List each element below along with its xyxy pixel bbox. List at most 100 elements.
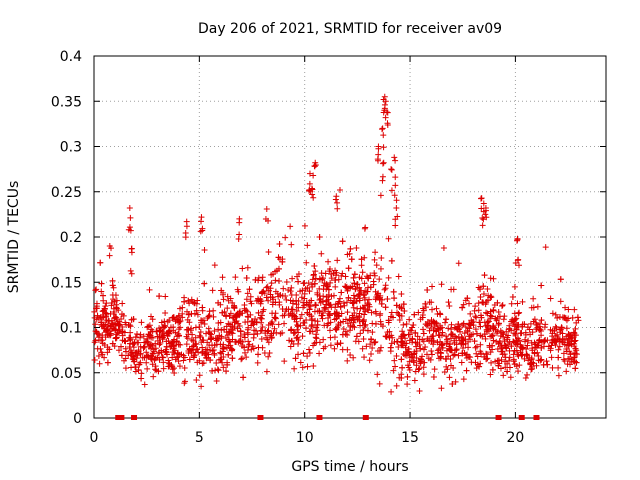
- data-point: [293, 335, 300, 342]
- data-point: [525, 337, 532, 344]
- data-point: [193, 346, 200, 353]
- data-point: [333, 326, 340, 333]
- data-point: [446, 374, 453, 381]
- data-point: [122, 355, 129, 362]
- data-point: [222, 312, 229, 319]
- data-point-peak: [392, 216, 399, 223]
- data-point-peak: [128, 270, 135, 277]
- data-point: [312, 268, 319, 275]
- data-point: [301, 302, 308, 309]
- data-point: [353, 298, 360, 305]
- data-point: [248, 300, 255, 307]
- data-point: [340, 325, 347, 332]
- data-point: [280, 285, 287, 292]
- data-point: [477, 341, 484, 348]
- data-point: [308, 313, 315, 320]
- data-point: [263, 284, 270, 291]
- data-point: [203, 330, 210, 337]
- data-point: [233, 314, 240, 321]
- data-point: [356, 313, 363, 320]
- data-point: [186, 300, 193, 307]
- data-point: [244, 290, 251, 297]
- data-point: [211, 328, 218, 335]
- data-point: [393, 353, 400, 360]
- data-point: [221, 326, 228, 333]
- data-point: [109, 282, 116, 289]
- data-point: [290, 330, 297, 337]
- y-tick-label: 0.15: [51, 275, 82, 291]
- data-point: [391, 338, 398, 345]
- data-point: [295, 304, 302, 311]
- data-point: [136, 361, 143, 368]
- data-point: [248, 318, 255, 325]
- data-point: [104, 359, 111, 366]
- data-point: [511, 347, 518, 354]
- data-point: [112, 335, 119, 342]
- data-point: [559, 330, 566, 337]
- data-point: [332, 325, 339, 332]
- data-point: [167, 324, 174, 331]
- data-point: [463, 367, 470, 374]
- data-point: [357, 322, 364, 329]
- data-point: [424, 286, 431, 293]
- data-point: [460, 320, 467, 327]
- data-point-peak: [482, 207, 489, 214]
- data-point: [127, 336, 134, 343]
- data-point: [306, 288, 313, 295]
- data-point: [229, 355, 236, 362]
- data-point: [442, 319, 449, 326]
- data-point: [357, 287, 364, 294]
- data-point: [462, 324, 469, 331]
- data-point: [206, 312, 213, 319]
- zero-value-mark: [131, 415, 138, 420]
- x-tick-label: 0: [90, 430, 99, 446]
- data-point: [423, 304, 430, 311]
- data-point: [508, 327, 515, 334]
- data-point: [294, 323, 301, 330]
- data-point: [561, 314, 568, 321]
- data-point: [361, 254, 368, 261]
- data-point: [111, 309, 118, 316]
- y-axis: 0 0.05 0.1 0.15 0.2 0.25 0.3 0.35 0.4: [51, 49, 606, 427]
- data-point-peak: [236, 219, 243, 226]
- data-point: [558, 324, 565, 331]
- data-point: [360, 292, 367, 299]
- data-point-peak: [483, 214, 490, 221]
- data-point: [433, 321, 440, 328]
- data-point: [538, 339, 545, 346]
- data-point: [113, 305, 120, 312]
- data-point: [325, 286, 332, 293]
- data-point: [330, 292, 337, 299]
- data-point: [360, 318, 367, 325]
- data-point: [159, 336, 166, 343]
- zero-value-mark: [495, 415, 502, 420]
- data-point: [295, 278, 302, 285]
- data-point: [229, 314, 236, 321]
- data-point: [555, 346, 562, 353]
- data-point: [212, 335, 219, 342]
- data-point-peak: [183, 223, 190, 230]
- data-point: [376, 380, 383, 387]
- data-point: [411, 311, 418, 318]
- data-point: [319, 312, 326, 319]
- y-tick-label: 0.35: [51, 94, 82, 110]
- data-point: [241, 305, 248, 312]
- data-point: [272, 277, 279, 284]
- data-point: [115, 347, 122, 354]
- data-point: [129, 341, 136, 348]
- data-point: [428, 317, 435, 324]
- data-point: [99, 308, 106, 315]
- data-point: [209, 287, 216, 294]
- data-point: [252, 276, 259, 283]
- data-point: [377, 318, 384, 325]
- data-point: [571, 306, 578, 313]
- data-point: [161, 324, 168, 331]
- data-point: [499, 351, 506, 358]
- data-point: [378, 300, 385, 307]
- data-point: [527, 360, 534, 367]
- data-point: [310, 271, 317, 278]
- data-point: [244, 264, 251, 271]
- data-point: [264, 283, 271, 290]
- data-point: [350, 274, 357, 281]
- data-point: [484, 297, 491, 304]
